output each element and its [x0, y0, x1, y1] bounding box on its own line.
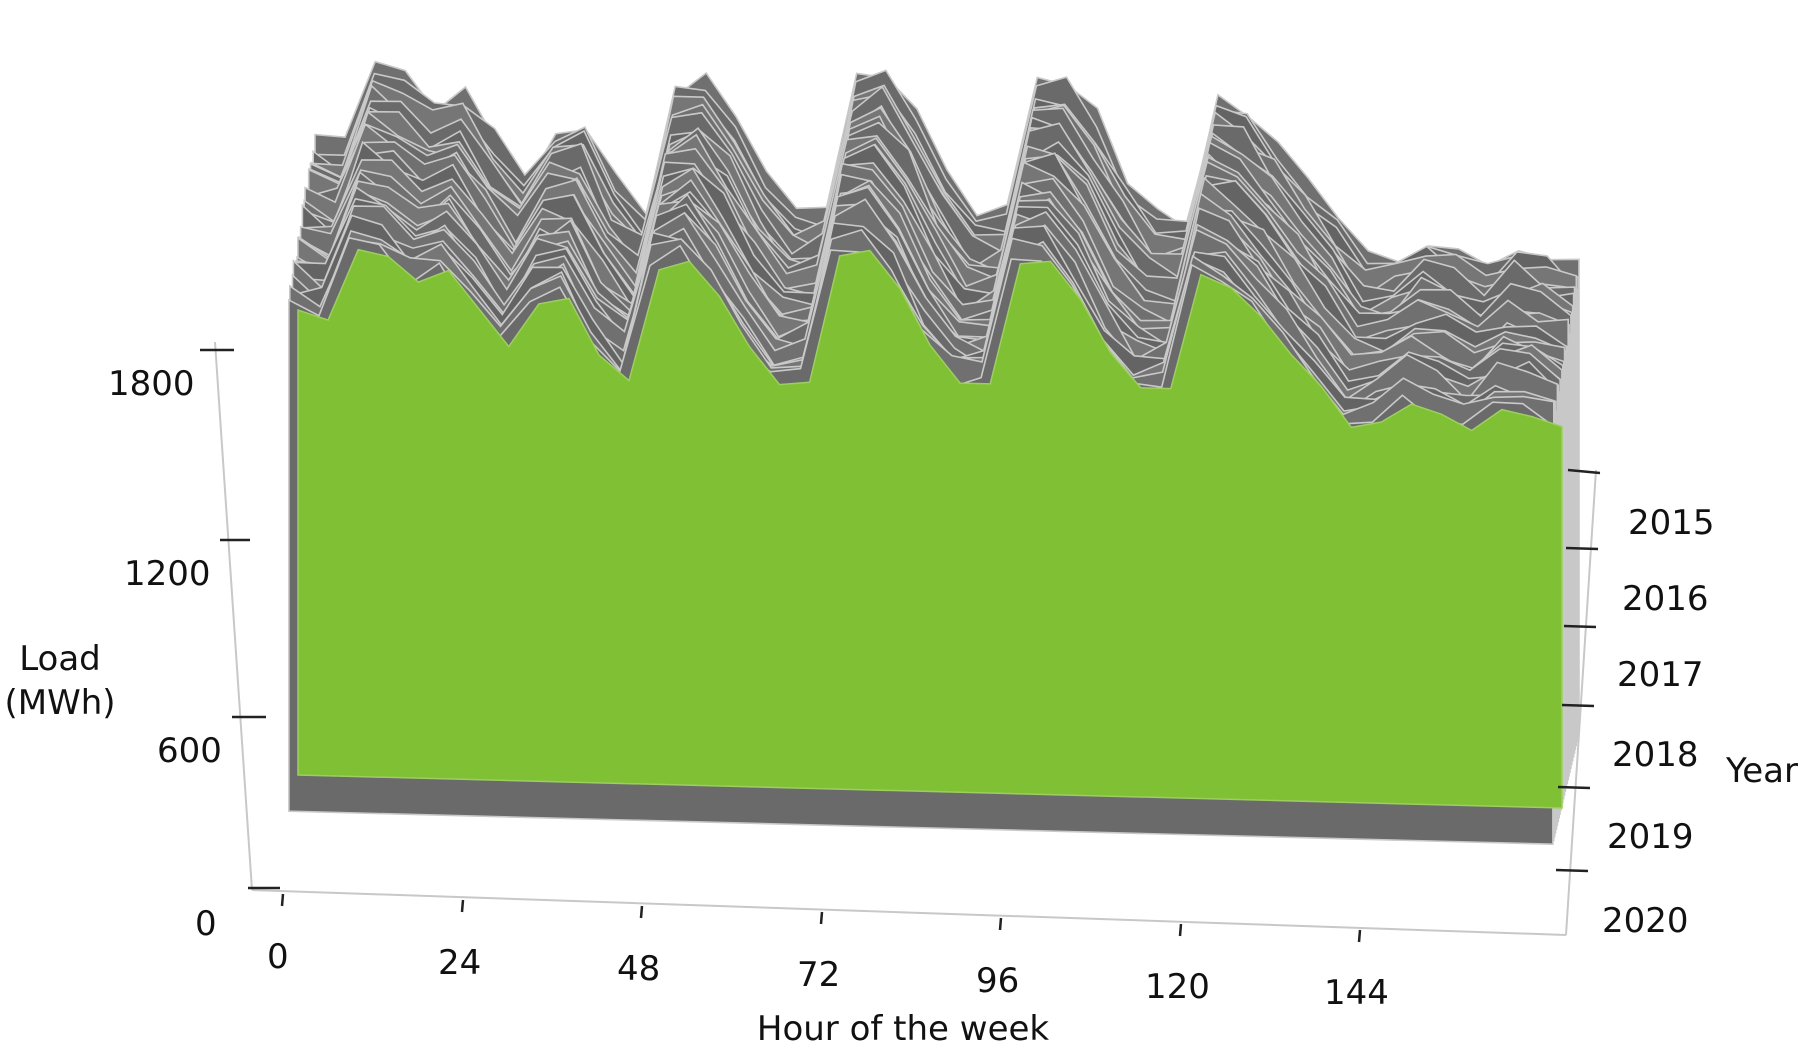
x-tick-label: 120 [1145, 967, 1210, 1007]
y-tick-label: 1800 [108, 364, 195, 404]
z-tick-mark [1563, 624, 1597, 629]
x-tick-mark [998, 917, 1003, 931]
x-axis-ticks: 0 24 48 72 96 120 144 [267, 893, 1389, 1013]
x-tick-label: 96 [976, 961, 1019, 1001]
z-tick-mark [1555, 868, 1589, 873]
y-tick-label: 600 [157, 731, 222, 771]
z-tick-label: 2018 [1612, 735, 1699, 775]
x-tick-mark [1357, 929, 1362, 943]
z-axis-title: Year [1725, 751, 1798, 791]
axes [214, 341, 1597, 936]
x-tick-mark [1178, 923, 1183, 937]
z-axis-line [1565, 469, 1597, 936]
z-tick-mark [1567, 468, 1601, 475]
x-tick-mark [819, 911, 824, 925]
x-axis-title: Hour of the week [757, 1009, 1050, 1049]
z-tick-label: 2016 [1622, 579, 1709, 619]
z-tick-mark [1565, 546, 1599, 551]
y-axis-ticks: 1800 1200 600 0 [108, 348, 280, 944]
z-tick-label: 2019 [1607, 817, 1694, 857]
x-tick-mark [280, 893, 285, 907]
y-tick-label: 0 [195, 904, 217, 944]
y-axis-title-line2: (MWh) [4, 683, 115, 723]
x-tick-mark [639, 905, 644, 919]
y-axis-line [214, 341, 253, 891]
x-tick-label: 48 [617, 949, 660, 989]
y-axis-title-line1: Load [19, 639, 101, 679]
z-tick-mark [1561, 703, 1595, 708]
x-tick-mark [460, 899, 465, 913]
x-tick-label: 24 [438, 943, 481, 983]
z-tick-label: 2017 [1617, 655, 1704, 695]
z-tick-label: 2020 [1602, 901, 1689, 941]
z-axis-ticks: 2015 2016 2017 2018 2019 2020 [1555, 468, 1715, 941]
x-tick-label: 0 [267, 937, 289, 977]
x-axis-line [251, 889, 1567, 936]
z-tick-mark [1557, 785, 1591, 790]
z-tick-label: 2015 [1628, 503, 1715, 543]
highlight-series-area [297, 248, 1563, 809]
x-tick-label: 72 [797, 955, 840, 995]
y-tick-label: 1200 [124, 554, 211, 594]
x-tick-label: 144 [1324, 973, 1389, 1013]
axis-titles: Load (MWh) Hour of the week Year [4, 639, 1798, 1049]
